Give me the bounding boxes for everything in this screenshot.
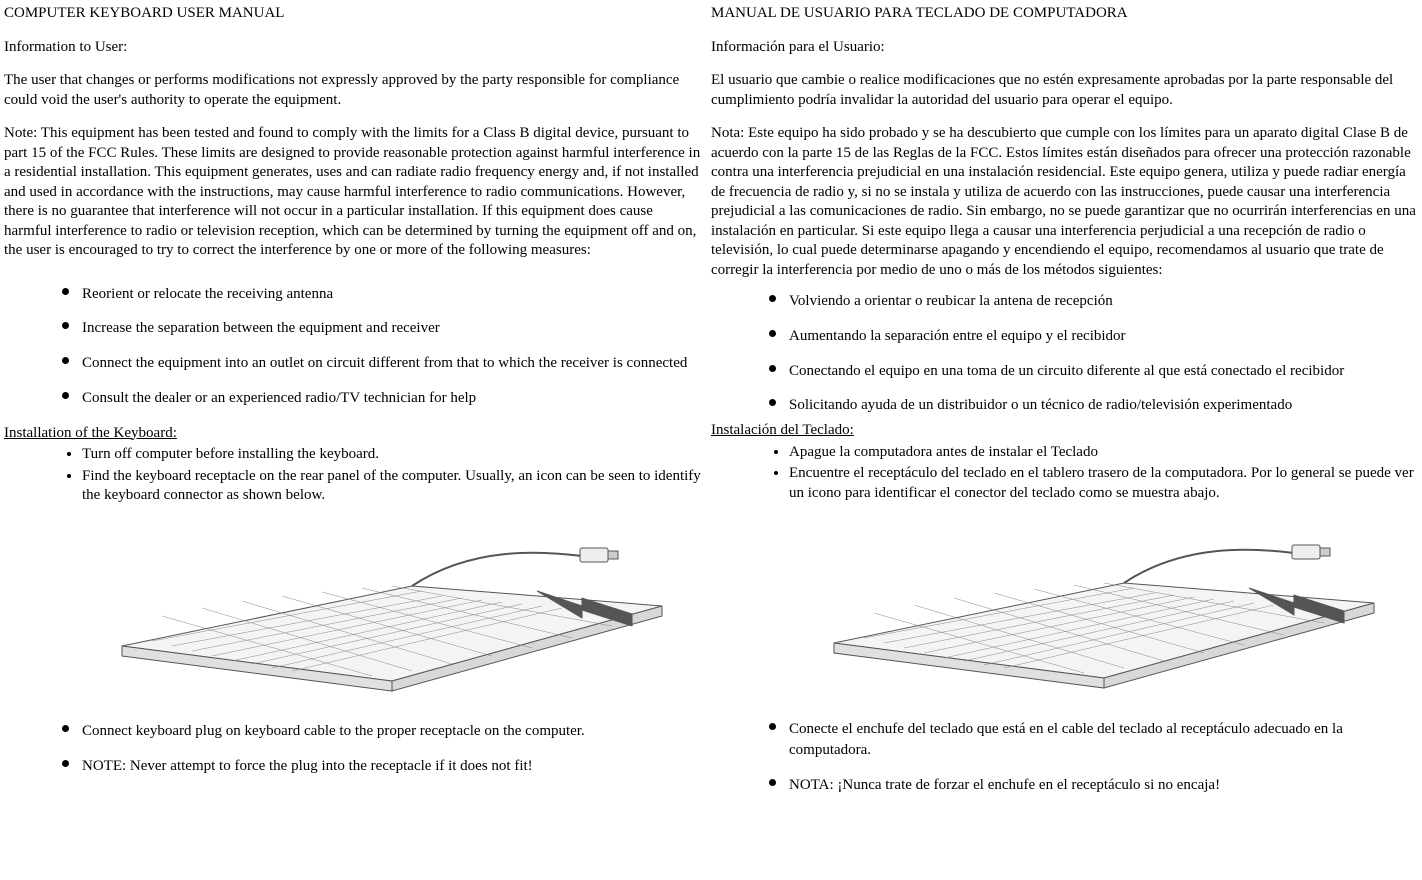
english-column: COMPUTER KEYBOARD USER MANUAL Informatio… <box>0 4 711 801</box>
spanish-column: MANUAL DE USUARIO PARA TECLADO DE COMPUT… <box>711 4 1422 801</box>
list-item: Conecte el enchufe del teclado que está … <box>789 710 1418 763</box>
list-item: Connect the equipment into an outlet on … <box>82 344 701 375</box>
list-item: Reorient or relocate the receiving anten… <box>82 275 701 306</box>
list-item: NOTE: Never attempt to force the plug in… <box>82 747 701 778</box>
fcc-note-paragraph-es: Nota: Este equipo ha sido probado y se h… <box>711 124 1418 280</box>
install-header-en: Installation of the Keyboard: <box>4 424 701 444</box>
info-header-es: Información para el Usuario: <box>711 38 1418 58</box>
list-item: Apague la computadora antes de instalar … <box>789 443 1418 463</box>
fcc-measures-list-es: Volviendo a orientar o reubicar la anten… <box>711 282 1418 417</box>
list-item: Solicitando ayuda de un distribuidor o u… <box>789 386 1418 417</box>
install-notes-list-es: Conecte el enchufe del teclado que está … <box>711 710 1418 797</box>
list-item: Consult the dealer or an experienced rad… <box>82 379 701 410</box>
list-item: Conectando el equipo en una toma de un c… <box>789 352 1418 383</box>
keyboard-icon <box>824 513 1384 693</box>
fcc-measures-list-en: Reorient or relocate the receiving anten… <box>4 275 701 410</box>
list-item: Connect keyboard plug on keyboard cable … <box>82 712 701 743</box>
install-steps-list-en: Turn off computer before installing the … <box>4 445 701 506</box>
doc-title-en: COMPUTER KEYBOARD USER MANUAL <box>4 4 701 24</box>
keyboard-illustration-en <box>4 508 701 711</box>
list-item: Aumentando la separación entre el equipo… <box>789 317 1418 348</box>
list-item: Find the keyboard receptacle on the rear… <box>82 467 701 506</box>
intro-paragraph-es: El usuario que cambie o realice modifica… <box>711 71 1418 110</box>
keyboard-illustration-es <box>711 505 1418 708</box>
list-item: NOTA: ¡Nunca trate de forzar el enchufe … <box>789 766 1418 797</box>
list-item: Encuentre el receptáculo del teclado en … <box>789 464 1418 503</box>
list-item: Increase the separation between the equi… <box>82 309 701 340</box>
doc-title-es: MANUAL DE USUARIO PARA TECLADO DE COMPUT… <box>711 4 1418 24</box>
fcc-note-paragraph-en: Note: This equipment has been tested and… <box>4 124 701 261</box>
keyboard-icon <box>112 516 672 696</box>
manual-two-column-layout: COMPUTER KEYBOARD USER MANUAL Informatio… <box>0 4 1422 801</box>
info-header-en: Information to User: <box>4 38 701 58</box>
list-item: Turn off computer before installing the … <box>82 445 701 465</box>
intro-paragraph-en: The user that changes or performs modifi… <box>4 71 701 110</box>
install-steps-list-es: Apague la computadora antes de instalar … <box>711 443 1418 504</box>
list-item: Volviendo a orientar o reubicar la anten… <box>789 282 1418 313</box>
install-header-es: Instalación del Teclado: <box>711 421 1418 441</box>
install-notes-list-en: Connect keyboard plug on keyboard cable … <box>4 712 701 778</box>
